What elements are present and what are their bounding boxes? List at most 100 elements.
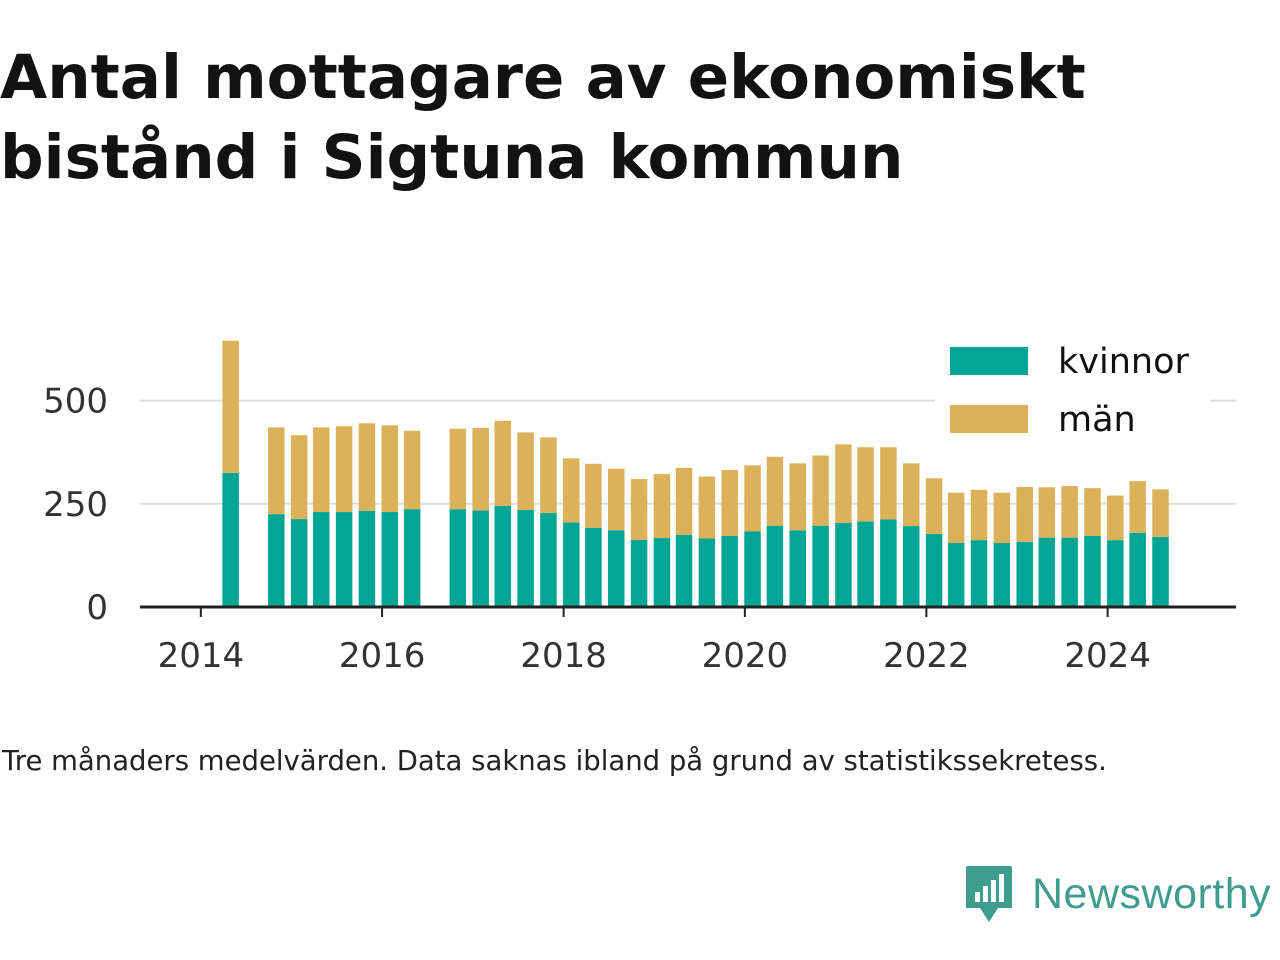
bar-kvinnor [1038,537,1056,607]
bar-kvinnor [721,535,738,607]
y-tick-label: 250 [43,485,108,525]
bar-kvinnor [970,540,988,607]
bar-kvinnor [857,521,874,607]
bar-kvinnor [540,512,557,607]
bar-man [812,455,829,526]
bar-kvinnor [585,527,602,607]
bar-kvinnor [403,509,421,607]
y-tick-label: 0 [86,588,108,628]
bar-man [472,427,489,511]
bar-man [268,427,285,515]
bar-man [835,444,852,523]
bar-kvinnor [222,472,239,607]
x-tick-label: 2022 [883,636,970,676]
bar-kvinnor [789,530,806,607]
bar-kvinnor [563,522,580,607]
bar-kvinnor [381,512,399,607]
bar-man [403,430,421,510]
bar-man [698,476,716,539]
bar-man [766,456,784,526]
bar-kvinnor [744,531,761,607]
brand-name: Newsworthy [1032,869,1272,918]
bar-kvinnor [517,509,534,607]
bar-man [925,478,943,534]
x-tick-label: 2020 [702,636,789,676]
legend: kvinnor män [935,340,1210,458]
bar-man [1084,488,1101,536]
bar-kvinnor [698,538,716,607]
bar-kvinnor [1129,532,1146,607]
bar-man [880,447,897,520]
footnote: Tre månaders medelvärden. Data saknas ib… [2,745,1107,777]
bar-man [744,465,761,532]
bar-man [290,435,308,520]
bar-man [1038,487,1056,538]
bar-man [494,420,512,506]
bar-kvinnor [993,543,1011,607]
bar-kvinnor [494,505,512,607]
x-axis: 2014 2016 2018 2020 2022 2024 [140,605,1236,676]
bar-man [947,492,965,544]
bar-man [563,458,580,523]
bar-man [857,447,874,522]
bar-man [1061,486,1078,538]
chart-title-line2: bistånd i Sigtuna kommun [0,122,904,193]
bar-kvinnor [1084,535,1101,607]
bar-kvinnor [313,512,330,607]
bar-man [358,423,376,511]
bar-man [1107,495,1124,541]
bar-man [517,432,534,510]
bar-kvinnor [925,533,943,607]
bar-man [789,463,806,531]
bar-kvinnor [472,510,489,607]
bar-kvinnor [947,543,965,607]
newsworthy-logo[interactable]: Newsworthy [964,864,1271,924]
legend-label-kvinnor: kvinnor [1058,342,1189,382]
bar-man [1016,486,1033,542]
bar-man [653,474,671,539]
bar-kvinnor [1152,536,1169,607]
bar-man [1152,489,1169,537]
bar-kvinnor [653,538,671,607]
bar-kvinnor [812,525,829,607]
bar-kvinnor [268,514,285,607]
bar-man [721,469,738,536]
bar-kvinnor [835,522,852,607]
bar-man [902,463,920,527]
bar-kvinnor [290,519,308,607]
bar-man [585,463,602,528]
bar-man [970,489,988,541]
bar-kvinnor [1061,537,1078,607]
bar-kvinnor [607,530,625,607]
bar-man [993,492,1011,544]
bar-kvinnor [449,509,467,607]
bar-man [381,425,399,513]
bar-man [675,467,693,535]
newsworthy-logo-icon [966,866,1012,922]
bar-kvinnor [675,534,693,607]
bar-kvinnor [358,510,376,607]
chart-title: Antal mottagare av ekonomiskt bistånd i … [0,38,1260,198]
x-tick-label: 2018 [520,636,607,676]
bar-kvinnor [880,519,897,607]
chart-title-line1: Antal mottagare av ekonomiskt [0,42,1086,113]
bar-kvinnor [335,512,353,607]
bar-man [630,479,648,540]
y-tick-label: 500 [43,382,108,422]
bar-kvinnor [1016,541,1033,607]
bar-man [449,428,467,510]
bar-man [607,468,625,531]
bar-kvinnor [1107,540,1124,607]
legend-label-man: män [1058,400,1136,440]
bar-kvinnor [902,526,920,607]
legend-swatch-man [950,405,1028,433]
bars [222,340,1169,607]
x-tick-label: 2016 [339,636,426,676]
bar-man [1129,481,1146,533]
x-tick-label: 2024 [1064,636,1151,676]
bar-man [222,340,239,473]
bar-man [540,437,557,513]
x-tick-label: 2014 [158,636,245,676]
y-axis: 0 250 500 [43,382,108,628]
bar-man [335,426,353,513]
